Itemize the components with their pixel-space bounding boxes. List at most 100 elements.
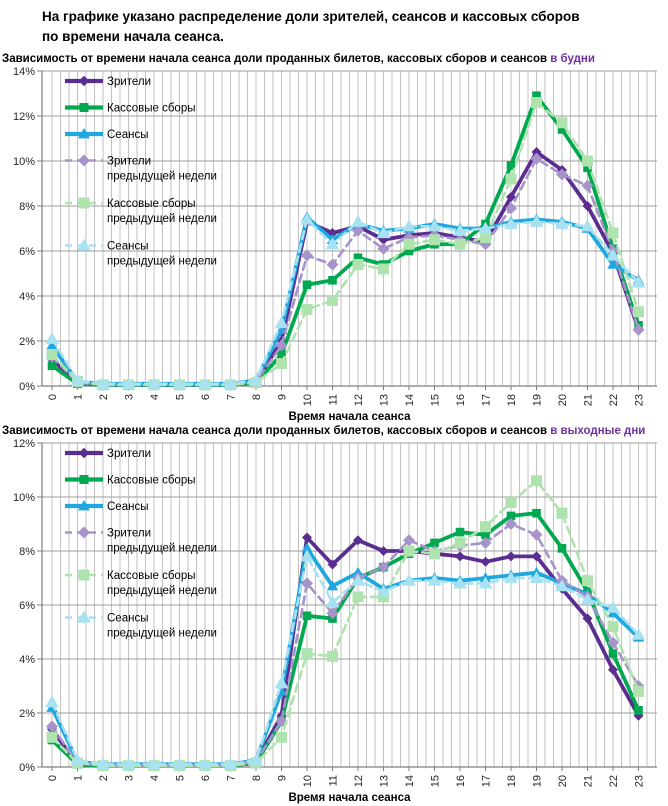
x-tick-label: 14 [404,775,416,787]
square-marker [506,161,516,170]
triangle-marker [172,757,187,770]
square-marker [480,521,491,533]
diamond-marker [352,224,364,237]
diamond-marker [78,526,90,539]
square-marker [301,648,313,660]
triangle-marker [96,757,110,770]
y-tick-label: 10% [13,156,35,168]
square-marker [301,304,313,316]
legend-label: Зрители [107,156,151,168]
x-tick-label: 9 [277,775,289,781]
series-sessions_prev [45,549,646,770]
weekend-chart-title: Зависимость от времени начала сеанса дол… [0,424,668,437]
x-tick-label: 19 [532,394,544,406]
x-tick-label: 3 [124,775,136,781]
y-tick-label: 2% [19,708,35,720]
legend-item-sessions_prev: Сеансы предыдущей недели [65,238,217,268]
series-line [50,218,640,386]
square-marker [378,591,389,603]
legend-label: Сеансы [107,129,148,141]
x-tick-label: 13 [379,394,391,406]
square-marker [429,548,440,560]
x-tick-label: 11 [328,775,340,786]
square-marker [352,591,364,603]
square-marker [531,97,542,109]
x-tick-label: 10 [302,394,314,406]
triangle-marker [453,576,467,589]
y-tick-label: 6% [19,246,35,258]
x-tick-label: 7 [226,394,238,400]
triangle-marker [78,500,90,511]
legend-label: Зрители [107,528,151,540]
triangle-marker [198,757,212,770]
triangle-marker [580,592,595,605]
chart-title-text: Зависимость от времени начала сеанса дол… [2,53,548,66]
triangle-marker [427,219,442,232]
x-tick-label: 15 [430,775,442,787]
square-marker [352,259,364,271]
x-tick-label: 13 [379,775,391,787]
diamond-marker [301,249,313,262]
triangle-marker [555,217,569,230]
legend-label-line2: предыдущей недели [107,628,217,640]
triangle-marker [301,542,313,553]
legend-label: Зрители [107,76,151,88]
legend-label: Кассовые сборы [107,103,195,115]
square-marker [430,538,439,548]
square-marker [79,475,89,485]
legend-item-boxoffice: Кассовые сборы [65,103,195,115]
triangle-marker [529,571,544,584]
page-title: На графике указано распределение доли зр… [42,9,580,44]
square-marker [582,575,593,587]
triangle-marker [351,573,365,586]
legend-item-sessions: Сеансы [65,500,148,513]
triangle-marker [198,376,212,389]
triangle-marker [402,219,416,232]
triangle-marker [453,223,467,236]
triangle-marker [504,217,518,230]
x-tick-label: 18 [506,775,518,787]
legend-item-viewers: Зрители [65,75,151,88]
x-tick-label: 21 [583,775,595,787]
square-marker [404,246,414,256]
x-tick-label: 8 [251,775,263,781]
y-tick-label: 0% [19,381,35,393]
x-tick-label: 0 [47,775,59,781]
diamond-marker [46,720,58,733]
diamond-marker [377,242,390,255]
diamond-marker [326,607,339,620]
legend-label-line2: предыдущей недели [107,213,217,225]
square-marker [582,155,593,167]
triangle-marker [606,600,620,613]
y-tick-label: 8% [19,201,35,213]
square-marker [481,530,490,540]
x-tick-label: 4 [149,775,161,781]
legend: Зрители Кассовые сборы Сеансы Зрители предыд… [65,75,217,268]
triangle-marker [325,237,340,250]
square-marker [327,295,338,307]
square-marker [79,103,89,113]
y-tick-label: 4% [19,291,35,303]
diamond-marker [480,556,491,567]
x-tick-label: 20 [557,394,569,406]
legend-item-sessions: Сеансы [65,128,148,141]
series-viewers_prev [46,518,645,772]
diamond-marker [582,613,593,624]
diamond-marker [479,537,492,550]
x-tick-label: 16 [455,775,467,787]
diamond-marker [377,561,390,574]
triangle-marker [45,331,59,344]
diamond-marker [326,258,339,271]
diamond-marker [78,154,90,167]
diamond-marker [455,551,465,562]
legend-label-line2: предыдущей недели [107,543,217,555]
triangle-marker [46,339,58,350]
y-tick-label: 12% [13,111,35,123]
x-tick-label: 0 [47,394,59,400]
square-marker [607,621,619,633]
diamond-marker [531,147,542,158]
x-axis-title: Время начала сеанса [288,792,411,804]
legend-label: Сеансы [107,241,148,253]
x-tick-label: 22 [608,775,620,787]
x-axis-title: Время начала сеанса [288,411,411,423]
